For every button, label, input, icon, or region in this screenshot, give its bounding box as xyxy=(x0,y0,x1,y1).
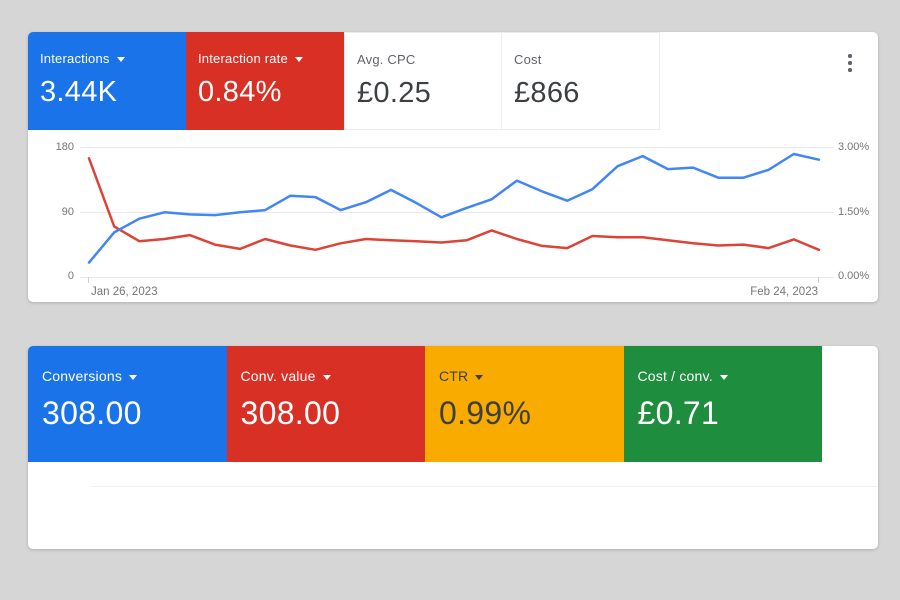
gridline-baseline xyxy=(80,277,834,278)
x-axis-start-date: Jan 26, 2023 xyxy=(91,286,158,298)
metric-tile-interactions[interactable]: Interactions 3.44K xyxy=(28,32,186,130)
dropdown-arrow-icon[interactable] xyxy=(129,374,138,380)
interaction-rate-line xyxy=(87,157,821,252)
metric-label: Interaction rate xyxy=(198,51,288,66)
gridline xyxy=(80,147,834,148)
axis-tick xyxy=(818,277,819,283)
metric-label: Cost / conv. xyxy=(637,368,713,384)
metric-label: CTR xyxy=(439,368,469,384)
axis-tick xyxy=(88,277,89,283)
metric-tiles-row: Conversions 308.00 Conv. value 308.00 CT… xyxy=(28,346,878,462)
metric-tile-conversions[interactable]: Conversions 308.00 xyxy=(28,346,227,462)
metric-tile-avg-cpc[interactable]: Avg. CPC £0.25 xyxy=(344,32,502,130)
metric-value: 0.84% xyxy=(198,76,282,108)
metric-label: Cost xyxy=(514,52,542,67)
metric-label: Conv. value xyxy=(240,368,316,384)
kebab-dot xyxy=(848,68,852,72)
left-axis-tick-180: 180 xyxy=(55,141,74,153)
kebab-menu-icon[interactable] xyxy=(840,52,860,74)
metric-tile-cost-per-conv[interactable]: Cost / conv. £0.71 xyxy=(623,346,822,462)
table-row-divider xyxy=(90,486,878,487)
performance-summary-card: Interactions 3.44K Interaction rate 0.84… xyxy=(28,32,878,302)
interactions-line xyxy=(87,152,821,264)
dropdown-arrow-icon[interactable] xyxy=(475,374,484,380)
metric-label: Conversions xyxy=(42,368,123,384)
dropdown-arrow-icon[interactable] xyxy=(322,374,331,380)
left-axis-tick-0: 0 xyxy=(67,270,74,282)
metric-tiles-row: Interactions 3.44K Interaction rate 0.84… xyxy=(28,32,878,130)
metric-tile-ctr[interactable]: CTR 0.99% xyxy=(425,346,624,462)
right-axis-tick-1-5pct: 1.50% xyxy=(838,206,870,218)
right-axis-tick-0pct: 0.00% xyxy=(838,270,870,282)
dropdown-arrow-icon[interactable] xyxy=(719,374,728,380)
left-axis-tick-90: 90 xyxy=(61,206,74,218)
right-axis-tick-3pct: 3.00% xyxy=(838,141,870,153)
chart-canvas xyxy=(87,152,821,264)
metric-value: £866 xyxy=(514,77,580,109)
kebab-dot xyxy=(848,61,852,65)
metric-value: 308.00 xyxy=(42,395,142,431)
metric-value: £0.71 xyxy=(637,395,720,431)
metric-tile-interaction-rate[interactable]: Interaction rate 0.84% xyxy=(186,32,344,130)
performance-line-chart: 180 90 0 3.00% 1.50% 0.00% Jan 26, 2023 … xyxy=(28,32,878,302)
metric-value: 308.00 xyxy=(240,395,341,431)
metric-value: £0.25 xyxy=(357,77,432,109)
dropdown-arrow-icon[interactable] xyxy=(116,57,125,62)
x-axis-end-date: Feb 24, 2023 xyxy=(750,286,818,298)
metric-label: Interactions xyxy=(40,51,110,66)
metric-tile-conv-value[interactable]: Conv. value 308.00 xyxy=(226,346,425,462)
dropdown-arrow-icon[interactable] xyxy=(294,57,303,62)
metric-value: 0.99% xyxy=(439,395,532,431)
kebab-dot xyxy=(848,54,852,58)
conversions-summary-card: Conversions 308.00 Conv. value 308.00 CT… xyxy=(28,346,878,549)
metric-value: 3.44K xyxy=(40,76,118,108)
metric-tile-cost[interactable]: Cost £866 xyxy=(502,32,660,130)
metric-label: Avg. CPC xyxy=(357,52,416,67)
